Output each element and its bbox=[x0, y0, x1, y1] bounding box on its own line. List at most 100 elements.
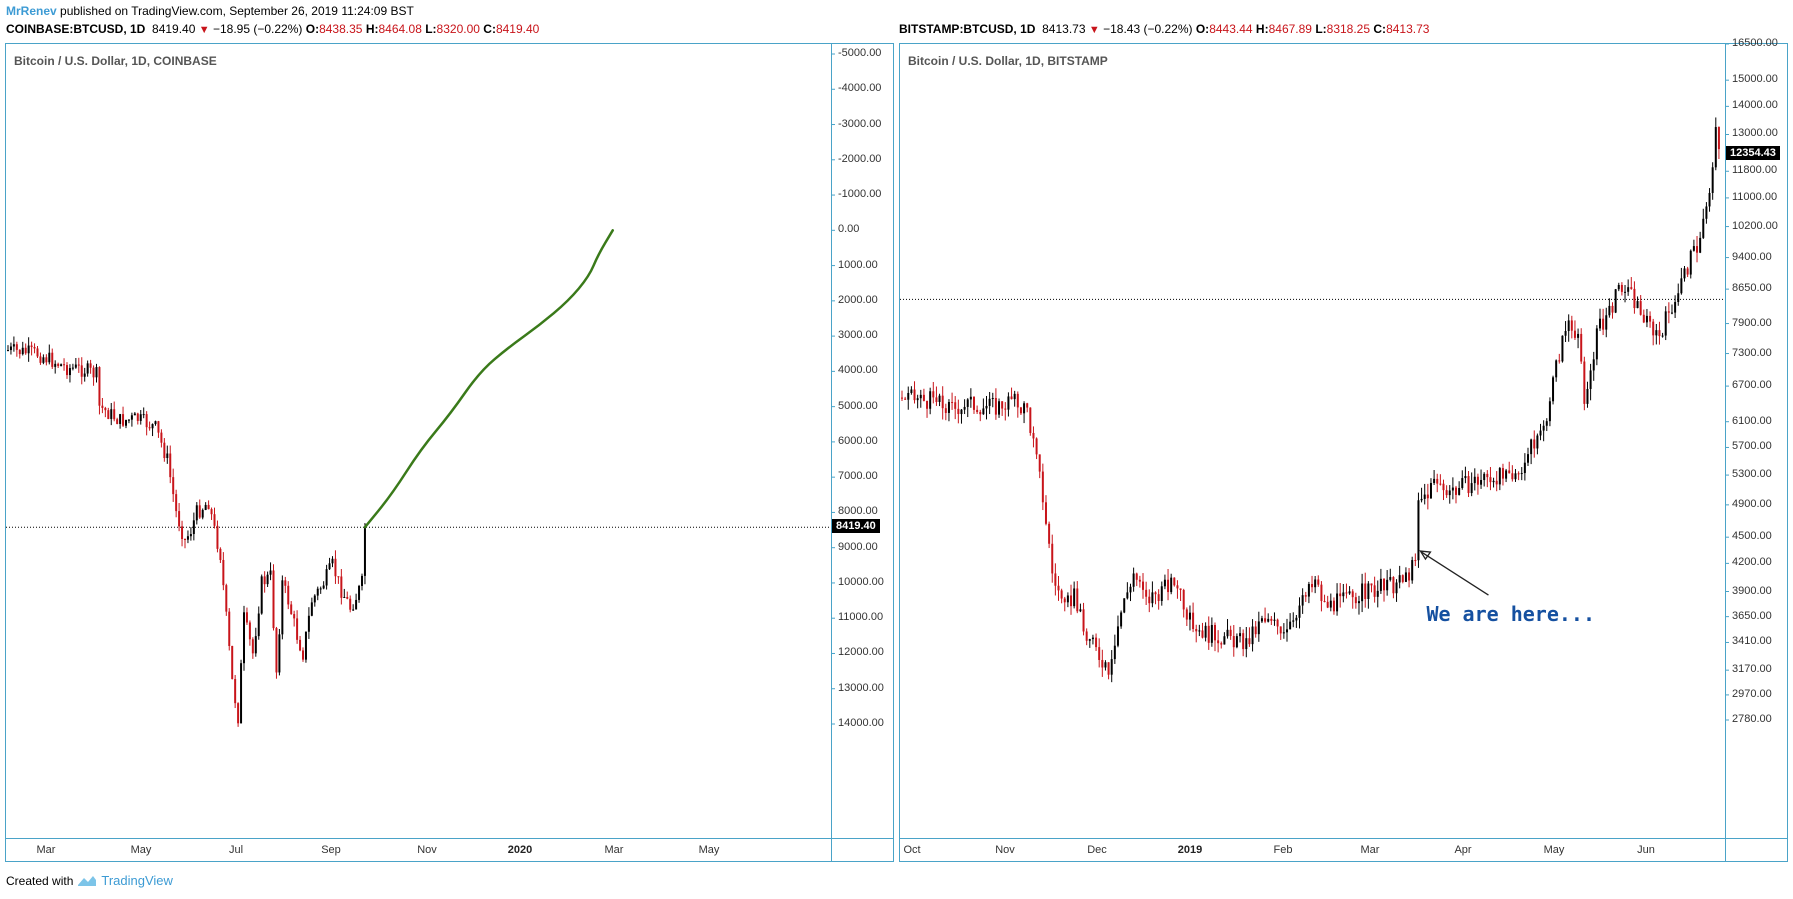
candle-body bbox=[290, 604, 293, 615]
candle-body bbox=[172, 477, 175, 495]
y-tick-label: 11800.00 bbox=[1732, 164, 1778, 177]
candle-body bbox=[1552, 377, 1555, 402]
candle-body bbox=[71, 367, 74, 369]
time-axis[interactable]: Oct Nov Dec 2019 Feb Mar Apr May Jun bbox=[900, 838, 1787, 863]
candle-body bbox=[1711, 167, 1714, 193]
candle-body bbox=[331, 558, 334, 564]
candle-body bbox=[198, 505, 201, 518]
candle-body bbox=[163, 442, 166, 459]
candle-body bbox=[1401, 575, 1404, 582]
candle-body bbox=[1323, 601, 1326, 603]
price-axis[interactable]: -5000.00 -4000.00 -3000.00 -2000.00 -1000.00… bbox=[831, 44, 895, 861]
candle-body bbox=[1420, 498, 1423, 501]
candle-body bbox=[1195, 629, 1198, 632]
candle-body bbox=[960, 409, 963, 415]
candle-body bbox=[80, 365, 83, 377]
candle-body bbox=[1652, 321, 1655, 336]
x-tick-label: Oct bbox=[903, 844, 921, 856]
coinbase-chart-panel[interactable]: Bitcoin / U.S. Dollar, 1D, COINBASE -500… bbox=[5, 43, 894, 862]
candle-body bbox=[1592, 359, 1595, 371]
right-symbol-info: BITSTAMP:BTCUSD, 1D 8413.73 ▼ −18.43 (−0… bbox=[899, 22, 1429, 36]
candle-body bbox=[195, 505, 198, 521]
candle-body bbox=[1129, 586, 1132, 593]
candle-body bbox=[1082, 609, 1085, 632]
candle-body bbox=[1580, 333, 1583, 362]
candle-body bbox=[1555, 360, 1558, 378]
candle-body bbox=[1282, 632, 1285, 634]
bitstamp-chart-panel[interactable]: Bitcoin / U.S. Dollar, 1D, BITSTAMP 1650… bbox=[899, 37, 1789, 863]
candle-body bbox=[251, 639, 254, 654]
candle-body bbox=[932, 391, 935, 398]
right-ticker: BITSTAMP:BTCUSD, 1D bbox=[899, 22, 1036, 36]
candle-body bbox=[1257, 621, 1260, 635]
candle-body bbox=[1314, 579, 1317, 588]
last-price-tag: 8419.40 bbox=[832, 519, 880, 534]
candle-body bbox=[1611, 305, 1614, 313]
y-tick-label: 3410.00 bbox=[1732, 635, 1772, 648]
right-last: 8413.73 bbox=[1042, 22, 1086, 36]
x-tick-label: May bbox=[130, 844, 152, 856]
candle-body bbox=[24, 347, 27, 354]
candle-body bbox=[278, 634, 281, 673]
candle-body bbox=[1041, 471, 1044, 503]
candle-body bbox=[1339, 593, 1342, 597]
candle-body bbox=[1204, 625, 1207, 638]
footer: Created with TradingView bbox=[6, 873, 173, 888]
candle-body bbox=[1423, 494, 1426, 499]
candle-body bbox=[1167, 579, 1170, 593]
candle-body bbox=[122, 414, 125, 426]
candle-body bbox=[1110, 659, 1113, 675]
candle-body bbox=[1417, 500, 1420, 561]
candle-body bbox=[1577, 333, 1580, 338]
candle-body bbox=[1135, 573, 1138, 580]
candle-body bbox=[1583, 361, 1586, 404]
author-name[interactable]: MrRenev bbox=[6, 4, 57, 18]
x-tick-label: Mar bbox=[36, 844, 56, 856]
candle-body bbox=[1279, 626, 1282, 634]
candle-body bbox=[1486, 473, 1489, 478]
candle-body bbox=[1179, 588, 1182, 591]
candle-body bbox=[213, 514, 216, 526]
candle-body bbox=[979, 412, 982, 415]
y-tick-label: 16500.00 bbox=[1732, 37, 1778, 49]
candle-body bbox=[1717, 127, 1720, 150]
y-tick-label: 3000.00 bbox=[838, 329, 878, 342]
candle-body bbox=[299, 639, 302, 651]
price-axis[interactable]: 16500.00 15000.00 14000.00 13000.00 11800.00… bbox=[1725, 37, 1789, 861]
candle-body bbox=[216, 525, 219, 549]
candle-body bbox=[1501, 468, 1504, 479]
candle-body bbox=[1038, 454, 1041, 472]
y-tick-label: 7900.00 bbox=[1732, 316, 1772, 329]
candle-body bbox=[1498, 468, 1501, 485]
time-axis[interactable]: Mar May Jul Sep Nov 2020 Mar May bbox=[6, 838, 893, 863]
publish-header: MrRenev published on TradingView.com, Se… bbox=[6, 4, 414, 18]
candle-body bbox=[1570, 320, 1573, 331]
candle-body bbox=[1448, 490, 1451, 496]
candle-body bbox=[139, 414, 142, 421]
candle-body bbox=[1207, 625, 1210, 643]
candle-body bbox=[1163, 579, 1166, 587]
candle-body bbox=[1029, 407, 1032, 433]
candle-body bbox=[127, 419, 130, 421]
candle-body bbox=[1533, 439, 1536, 449]
right-open: 8443.44 bbox=[1209, 22, 1253, 36]
candle-body bbox=[1451, 487, 1454, 491]
left-l-label: L: bbox=[425, 22, 437, 36]
candle-body bbox=[296, 618, 299, 640]
candle-body bbox=[1073, 588, 1076, 607]
candle-body bbox=[1433, 478, 1436, 483]
candle-body bbox=[1013, 393, 1016, 400]
y-tick-label: 6000.00 bbox=[838, 434, 878, 447]
tradingview-brand[interactable]: TradingView bbox=[101, 873, 173, 888]
candle-body bbox=[1542, 425, 1545, 431]
candle-body bbox=[15, 344, 18, 350]
candle-body bbox=[922, 394, 925, 401]
candle-body bbox=[1467, 476, 1470, 494]
candle-body bbox=[1317, 579, 1320, 585]
candle-body bbox=[275, 628, 278, 673]
candle-body bbox=[1373, 585, 1376, 597]
candle-body bbox=[349, 598, 352, 610]
x-tick-label: Feb bbox=[1273, 844, 1293, 856]
candle-body bbox=[1658, 330, 1661, 337]
candle-body bbox=[284, 580, 287, 586]
